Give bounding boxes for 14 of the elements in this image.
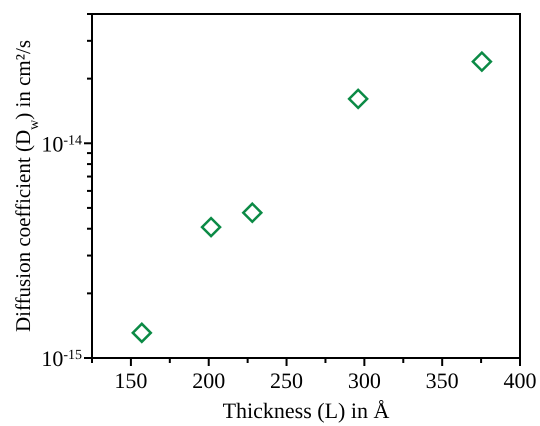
point xyxy=(242,202,263,223)
x-tick-label: 400 xyxy=(504,368,536,393)
x-tick-label: 200 xyxy=(192,368,226,393)
x-tick-label: 250 xyxy=(270,368,304,393)
y-tick-label: 10$^{-14}$ xyxy=(41,131,82,156)
x-axis-title: Thickness (L) in Å xyxy=(222,398,390,423)
point xyxy=(132,322,152,344)
x-tick-label: 350 xyxy=(426,368,459,393)
point xyxy=(200,216,222,238)
point xyxy=(472,51,492,72)
y-tick-label: 10$^{-15}$ xyxy=(41,346,82,371)
point xyxy=(348,88,368,110)
x-tick-label: 300 xyxy=(348,368,381,393)
x-tick-label: 150 xyxy=(114,368,148,393)
